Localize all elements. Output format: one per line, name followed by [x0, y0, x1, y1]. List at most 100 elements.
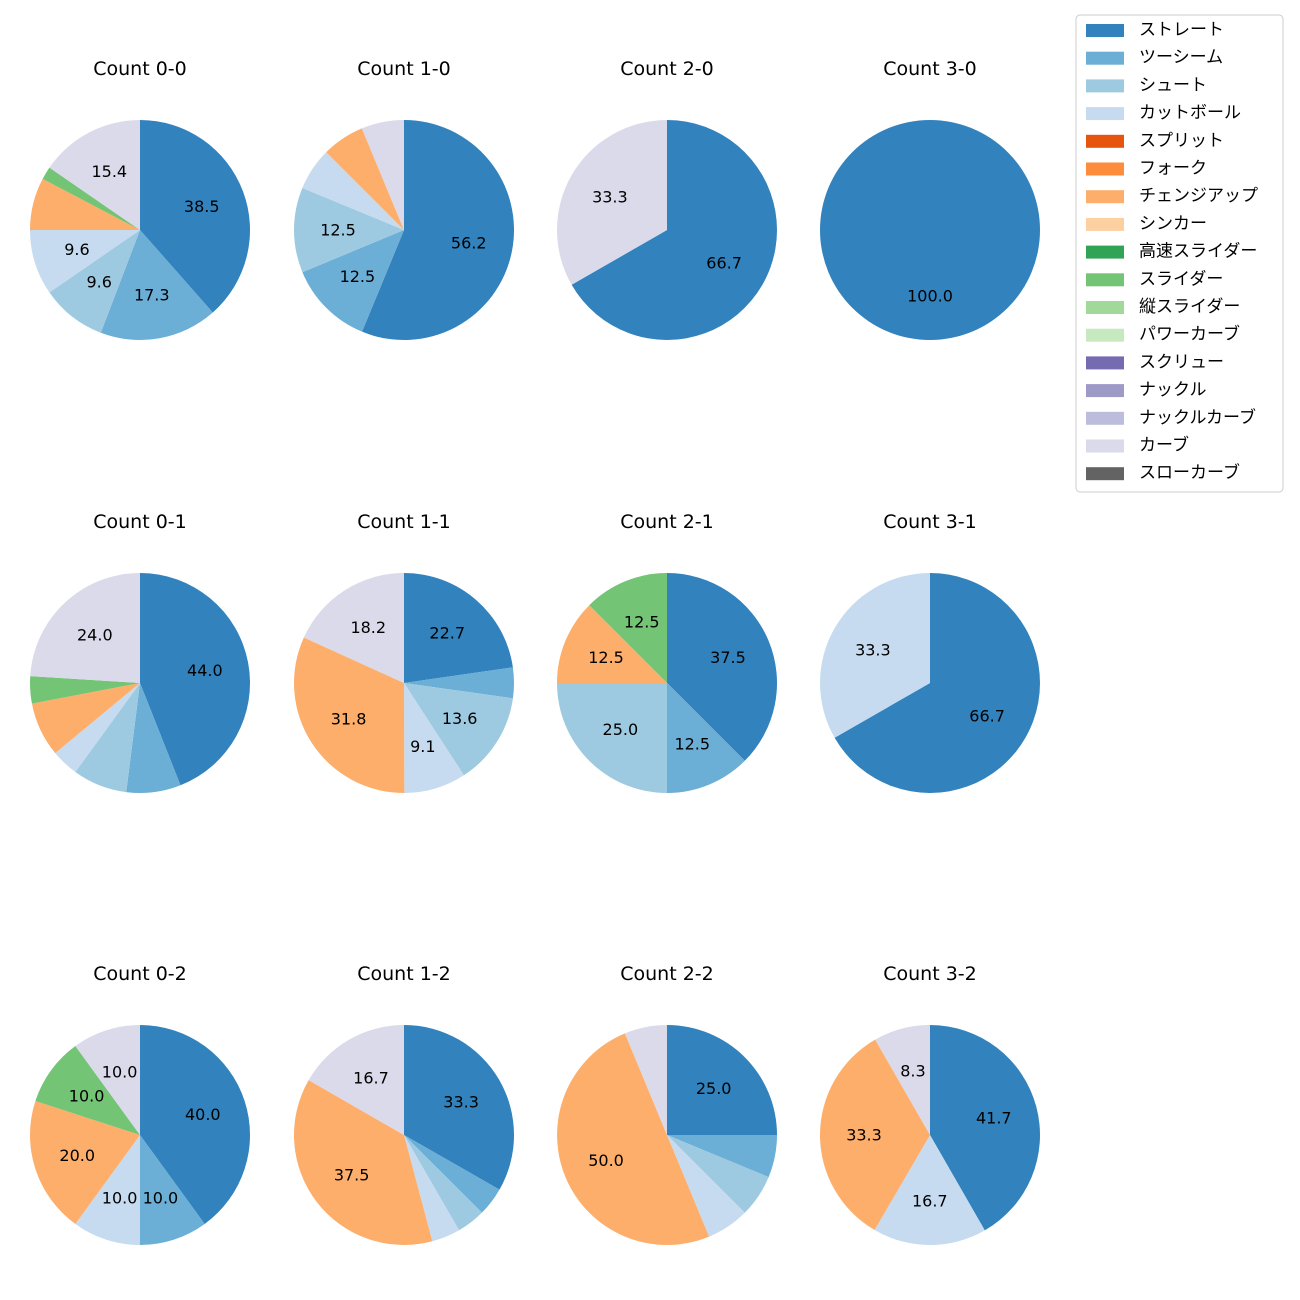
pie-slice: [667, 1135, 745, 1237]
legend-swatch: [1086, 467, 1124, 481]
slice-label: 22.7: [429, 624, 465, 643]
pie-1: Count 0-0 38.5 17.3 9.6 9.6 15.4: [30, 58, 250, 340]
pie-slice: [361, 120, 404, 230]
legend-swatch: [1086, 79, 1124, 93]
pie-slice: [75, 1025, 140, 1135]
legend-entry: フォーク: [1086, 159, 1207, 179]
slice-label: 37.5: [334, 1166, 370, 1185]
pie-slice: [30, 1101, 140, 1224]
pie-title: Count 2-2: [620, 963, 714, 985]
pies-layer: Count 0-0 38.5 17.3 9.6 9.6 15.4 Count 1-0 56.2…: [29, 58, 1041, 1246]
pie-slice: [308, 1025, 404, 1135]
pie-slice: [667, 1135, 769, 1213]
legend-entry: ナックル: [1086, 380, 1207, 400]
legend-label: スプリット: [1139, 131, 1224, 151]
slice-label: 20.0: [59, 1146, 95, 1165]
legend-entry: シュート: [1086, 75, 1207, 95]
pie-slice: [303, 572, 404, 683]
pie-title: Count 2-0: [620, 58, 714, 80]
slice-label: 12.5: [320, 221, 356, 240]
pie-title: Count 2-1: [620, 511, 714, 533]
slice-label: 12.5: [624, 613, 660, 632]
slice-label: 12.5: [588, 648, 624, 667]
pie-slice: [30, 178, 140, 230]
legend-label: ツーシーム: [1139, 48, 1223, 68]
pie-slice: [404, 683, 464, 793]
slice-label: 37.5: [710, 648, 746, 667]
pie-slice: [31, 683, 141, 754]
slice-label: 33.3: [855, 640, 891, 659]
legend-label: シンカー: [1139, 214, 1207, 234]
legend-swatch: [1086, 328, 1124, 342]
pie-slice: [875, 1025, 930, 1135]
legend-entry: カーブ: [1086, 435, 1189, 456]
legend-swatch: [1086, 162, 1124, 176]
pie-2: Count 1-0 56.2 12.5 12.5: [294, 58, 514, 340]
legend-swatch: [1086, 190, 1124, 204]
pie-slice: [294, 1080, 433, 1245]
slice-label: 12.5: [340, 267, 376, 286]
legend-swatch: [1086, 301, 1124, 314]
pie-slice: [404, 573, 513, 683]
legend-entry: スライダー: [1086, 269, 1223, 289]
legend-label: ストレート: [1139, 20, 1224, 40]
legend-swatch: [1086, 273, 1124, 287]
pie-10: Count 1-2 33.3 37.5 16.7: [294, 963, 514, 1245]
pie-5: Count 0-1 44.0 24.0: [29, 511, 250, 794]
pie-slice: [75, 1135, 140, 1245]
slice-label: 24.0: [77, 625, 113, 644]
pie-slice: [140, 573, 250, 786]
pie-7: Count 2-137.512.525.012.512.5: [557, 511, 778, 793]
slice-label: 31.8: [331, 709, 367, 728]
legend-swatch: [1086, 107, 1124, 121]
slice-label: 8.3: [900, 1062, 925, 1081]
slice-label: 40.0: [185, 1105, 221, 1124]
pie-8: Count 3-1 66.7 33.3: [819, 511, 1040, 793]
pie-slice: [140, 120, 250, 313]
legend-swatch: [1086, 411, 1124, 425]
legend-swatch: [1086, 384, 1124, 398]
legend-entry: ツーシーム: [1086, 48, 1223, 68]
slice-label: 66.7: [969, 707, 1005, 726]
pie-slice: [557, 1033, 710, 1245]
legend-swatch: [1086, 134, 1124, 148]
pie-slice: [556, 120, 667, 285]
slice-label: 41.7: [976, 1108, 1012, 1127]
slice-label: 10.0: [102, 1188, 138, 1207]
pie-slice: [294, 187, 404, 273]
pie-slice: [362, 120, 514, 340]
pie-slice: [42, 167, 140, 230]
pie-slice: [557, 605, 667, 683]
legend-label: フォーク: [1139, 159, 1207, 179]
slice-label: 33.3: [846, 1125, 882, 1144]
slice-label: 9.1: [410, 737, 435, 756]
slice-label: 9.6: [86, 272, 111, 291]
legend-entry: カットボール: [1086, 103, 1241, 123]
pie-slice: [667, 1025, 777, 1135]
legend-entry: パワーカーブ: [1086, 324, 1240, 345]
pie-slice: [35, 1046, 140, 1135]
pie-slice: [293, 637, 405, 793]
slice-label: 16.7: [912, 1192, 948, 1211]
pie-9: Count 0-2 40.0 10.0 10.0 20.0 10.0 10.0: [30, 963, 250, 1245]
pie-title: Count 0-2: [93, 963, 187, 985]
pie-slice: [834, 573, 1040, 793]
legend-label: カーブ: [1139, 435, 1189, 456]
pie-slice: [404, 683, 513, 776]
slice-label: 100.0: [907, 287, 953, 306]
slice-label: 16.7: [353, 1068, 389, 1087]
pie-slice: [55, 683, 140, 772]
slice-label: 33.3: [592, 187, 628, 206]
pie-slice: [557, 683, 667, 793]
legend-label: スライダー: [1139, 269, 1223, 289]
legend-label: カットボール: [1139, 103, 1241, 123]
legend-label: スローカーブ: [1139, 462, 1240, 483]
legend-label: スクリュー: [1139, 352, 1224, 372]
pie-slice: [404, 667, 515, 699]
slice-label: 44.0: [187, 661, 223, 680]
legend-label: パワーカーブ: [1139, 324, 1240, 345]
legend-swatch: [1086, 356, 1124, 370]
slice-label: 38.5: [184, 197, 220, 216]
slice-label: 50.0: [588, 1151, 624, 1170]
